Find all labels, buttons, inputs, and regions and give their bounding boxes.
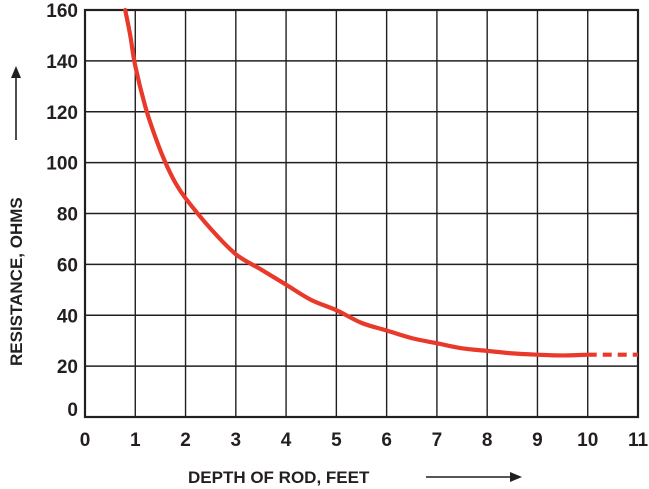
x-axis-arrow-head	[510, 472, 522, 482]
x-tick-label-7: 7	[432, 430, 443, 451]
y-tick-label-140: 140	[46, 52, 78, 73]
y-tick-label-0: 0	[67, 400, 78, 421]
y-tick-label-160: 160	[46, 1, 78, 22]
x-tick-label-10: 10	[577, 430, 598, 451]
resistance-curve	[123, 7, 590, 358]
x-axis-title-group: DEPTH OF ROD, FEET	[188, 468, 522, 487]
y-tick-label-20: 20	[57, 357, 78, 378]
data-series	[123, 7, 638, 358]
x-tick-label-1: 1	[130, 430, 141, 451]
horizontal-gridlines	[85, 60, 638, 367]
x-tick-label-4: 4	[281, 430, 292, 451]
x-tick-label-8: 8	[482, 430, 493, 451]
x-tick-label-9: 9	[532, 430, 543, 451]
y-axis-title: RESISTANCE, OHMS	[7, 197, 26, 366]
x-tick-label-6: 6	[381, 430, 392, 451]
x-tick-label-11: 11	[628, 430, 649, 451]
x-tick-label-5: 5	[331, 430, 342, 451]
y-axis-title-group: RESISTANCE, OHMS	[7, 66, 26, 366]
y-tick-label-120: 120	[46, 103, 78, 124]
x-axis-title: DEPTH OF ROD, FEET	[188, 468, 370, 487]
x-tick-label-2: 2	[180, 430, 191, 451]
x-axis-ticks: 0 1 2 3 4 5 6 7 8 9 10 11	[80, 430, 649, 451]
y-axis-ticks: 0 20 40 60 80 100 120 140 160	[46, 1, 78, 421]
y-tick-label-80: 80	[57, 205, 78, 226]
y-axis-arrow-head	[11, 66, 21, 78]
y-tick-label-100: 100	[46, 154, 78, 175]
x-tick-label-0: 0	[80, 430, 91, 451]
y-tick-label-60: 60	[57, 255, 78, 276]
y-tick-label-40: 40	[57, 306, 78, 327]
x-tick-label-3: 3	[231, 430, 242, 451]
